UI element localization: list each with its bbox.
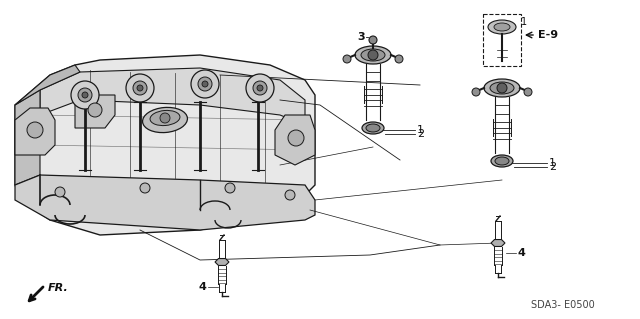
Polygon shape [15, 65, 80, 105]
Ellipse shape [355, 46, 391, 64]
Circle shape [55, 187, 65, 197]
Polygon shape [215, 258, 229, 265]
Ellipse shape [143, 108, 188, 133]
Text: SDA3- E0500: SDA3- E0500 [531, 300, 595, 310]
Text: 1: 1 [417, 125, 424, 135]
Circle shape [369, 36, 377, 44]
Circle shape [82, 92, 88, 98]
Circle shape [71, 81, 99, 109]
Circle shape [246, 74, 274, 102]
Text: E-9: E-9 [538, 30, 558, 40]
Circle shape [191, 70, 219, 98]
Circle shape [202, 81, 208, 87]
Circle shape [472, 88, 480, 96]
Text: 3: 3 [357, 32, 365, 42]
Text: 1: 1 [549, 158, 556, 168]
Circle shape [257, 85, 263, 91]
Polygon shape [15, 175, 315, 230]
Circle shape [253, 81, 267, 95]
Circle shape [137, 85, 143, 91]
Ellipse shape [491, 155, 513, 167]
Circle shape [160, 113, 170, 123]
Ellipse shape [484, 79, 520, 97]
Circle shape [524, 88, 532, 96]
Circle shape [395, 55, 403, 63]
Ellipse shape [494, 23, 510, 31]
Ellipse shape [490, 82, 514, 94]
Ellipse shape [366, 124, 380, 132]
Polygon shape [275, 115, 315, 165]
Circle shape [368, 50, 378, 60]
Polygon shape [15, 55, 315, 235]
Ellipse shape [488, 20, 516, 34]
Polygon shape [40, 68, 305, 125]
Circle shape [288, 130, 304, 146]
Text: 2: 2 [417, 129, 424, 139]
Text: 4: 4 [518, 248, 526, 258]
Circle shape [133, 81, 147, 95]
Circle shape [285, 190, 295, 200]
Circle shape [126, 74, 154, 102]
Ellipse shape [150, 110, 180, 126]
Circle shape [225, 183, 235, 193]
Circle shape [497, 83, 507, 93]
Circle shape [27, 122, 43, 138]
Circle shape [78, 88, 92, 102]
Polygon shape [491, 240, 505, 247]
Text: FR.: FR. [48, 283, 68, 293]
Circle shape [88, 103, 102, 117]
Ellipse shape [361, 49, 385, 61]
Polygon shape [75, 95, 115, 128]
Ellipse shape [362, 122, 384, 134]
Polygon shape [15, 90, 40, 185]
Ellipse shape [495, 157, 509, 165]
Text: 4: 4 [198, 282, 206, 292]
Circle shape [343, 55, 351, 63]
Text: 1: 1 [521, 17, 527, 27]
Text: 2: 2 [549, 162, 556, 172]
Polygon shape [15, 108, 55, 155]
Circle shape [198, 77, 212, 91]
Circle shape [140, 183, 150, 193]
